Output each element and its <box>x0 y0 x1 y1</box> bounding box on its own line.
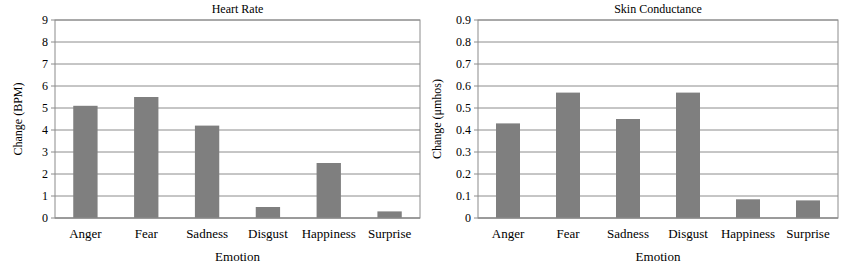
grid-line <box>478 42 838 43</box>
x-tick-label: Anger <box>69 226 102 241</box>
y-tick <box>51 152 55 153</box>
y-axis-title: Change (BPM) <box>11 83 25 156</box>
y-tick <box>51 42 55 43</box>
grid-line <box>478 174 838 175</box>
bar <box>377 211 401 218</box>
y-tick <box>474 130 478 131</box>
x-tick-label: Fear <box>556 226 580 241</box>
y-tick-label: 1 <box>42 189 48 203</box>
grid-line <box>55 130 420 131</box>
x-tick-label: Fear <box>135 226 159 241</box>
y-tick <box>51 130 55 131</box>
y-tick-label: 0.6 <box>456 79 471 93</box>
bar <box>317 163 341 218</box>
x-axis <box>478 218 838 219</box>
bar <box>676 93 700 218</box>
chart-panel: 0 0.1 0.2 0.3 0.4 0.5 0.6 0.7 0.8 0.9 Anger Fear Sad… <box>430 2 838 264</box>
y-tick <box>51 64 55 65</box>
grid-line <box>55 42 420 43</box>
grid-line <box>478 218 838 219</box>
y-tick <box>474 86 478 87</box>
y-tick <box>51 218 55 219</box>
y-tick <box>474 64 478 65</box>
y-tick-label: 8 <box>42 35 48 49</box>
x-tick-label: Disgust <box>248 226 288 241</box>
grid-line <box>478 86 838 87</box>
grid-line <box>478 152 838 153</box>
bar <box>796 200 820 218</box>
y-tick-label: 0.8 <box>456 35 471 49</box>
plot-frame <box>55 20 420 218</box>
x-tick-label: Sadness <box>607 226 649 241</box>
y-tick <box>51 86 55 87</box>
x-tick-label: Sadness <box>186 226 228 241</box>
y-tick-label: 0.4 <box>456 123 471 137</box>
bar <box>496 123 520 218</box>
plot-frame <box>478 20 838 218</box>
x-axis-title: Emotion <box>215 249 260 264</box>
grid-line <box>55 196 420 197</box>
y-tick <box>474 152 478 153</box>
y-tick-label: 0.3 <box>456 145 471 159</box>
y-tick <box>474 196 478 197</box>
bars <box>73 97 402 218</box>
y-tick-label: 0.2 <box>456 167 471 181</box>
chart-panel: 0 1 2 3 4 5 6 7 8 9 Anger Fear Sadness Disgust Happine… <box>11 2 420 264</box>
y-tick-label: 0.1 <box>456 189 471 203</box>
y-axis-title: Change (μmhos) <box>430 79 444 159</box>
grid-line <box>478 64 838 65</box>
y-tick-label: 5 <box>42 101 48 115</box>
grid-line <box>55 86 420 87</box>
bar <box>616 119 640 218</box>
x-tick-label: Surprise <box>786 226 830 241</box>
x-tick-label: Surprise <box>368 226 412 241</box>
x-tick-label: Anger <box>492 226 525 241</box>
y-tick-label: 0 <box>465 211 471 225</box>
chart-title: Skin Conductance <box>614 2 702 16</box>
grid-line <box>478 130 838 131</box>
bar <box>556 93 580 218</box>
chart-title: Heart Rate <box>212 2 264 16</box>
bar <box>195 126 219 218</box>
y-tick <box>474 174 478 175</box>
bar <box>134 97 158 218</box>
figure: 0 1 2 3 4 5 6 7 8 9 Anger Fear Sadness Disgust Happine… <box>0 0 864 272</box>
grid-line <box>478 108 838 109</box>
x-tick-label: Happiness <box>721 226 775 241</box>
y-tick-label: 4 <box>42 123 48 137</box>
bar <box>73 106 97 218</box>
bar <box>256 207 280 218</box>
y-tick <box>474 108 478 109</box>
grid-line <box>55 108 420 109</box>
grid-line <box>55 174 420 175</box>
x-axis <box>55 218 420 219</box>
x-tick-label: Disgust <box>668 226 708 241</box>
y-tick-label: 2 <box>42 167 48 181</box>
y-tick-label: 0.5 <box>456 101 471 115</box>
bars <box>496 93 820 218</box>
grid-line <box>55 64 420 65</box>
y-tick <box>51 174 55 175</box>
x-axis-title: Emotion <box>636 249 681 264</box>
y-tick-label: 0.7 <box>456 57 471 71</box>
y-tick <box>51 108 55 109</box>
y-tick-label: 7 <box>42 57 48 71</box>
grid-line <box>55 218 420 219</box>
grid-line <box>478 196 838 197</box>
y-tick <box>51 20 55 21</box>
y-tick-label: 9 <box>42 13 48 27</box>
y-tick-label: 3 <box>42 145 48 159</box>
y-tick <box>474 20 478 21</box>
grid-line <box>55 152 420 153</box>
y-tick <box>474 218 478 219</box>
y-tick <box>474 42 478 43</box>
y-tick-label: 6 <box>42 79 48 93</box>
x-tick-label: Happiness <box>302 226 356 241</box>
y-tick <box>51 196 55 197</box>
y-tick-label: 0.9 <box>456 13 471 27</box>
y-tick-label: 0 <box>42 211 48 225</box>
bar <box>736 199 760 218</box>
